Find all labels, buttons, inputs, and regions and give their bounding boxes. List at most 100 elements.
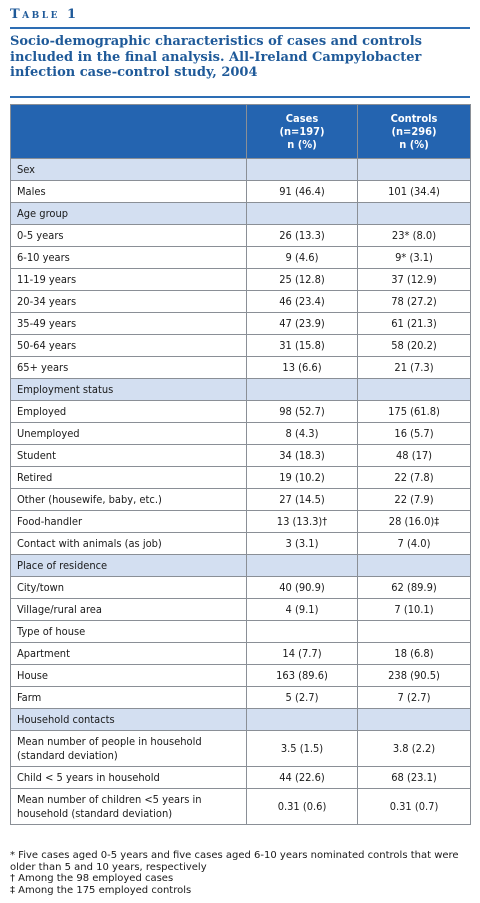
cases-value (246, 708, 358, 731)
table-row: Mean number of people in household (stan… (10, 730, 471, 767)
table-row: Contact with animals (as job) 3 (3.1) 7 (4… (10, 532, 471, 555)
controls-value: 238 (90.5) (357, 664, 471, 687)
cases-value: 13 (13.3)† (246, 510, 358, 533)
controls-value: 9* (3.1) (357, 246, 471, 269)
controls-value: 3.8 (2.2) (357, 730, 471, 767)
table-row: Other (housewife, baby, etc.) 27 (14.5) 22… (10, 488, 471, 511)
controls-value: 48 (17) (357, 444, 471, 467)
cases-value: 31 (15.8) (246, 334, 358, 357)
cases-value: 26 (13.3) (246, 224, 358, 247)
table-caption: Socio-demographic characteristics of cas… (10, 34, 422, 80)
row-label: 20-34 years (10, 290, 247, 313)
cases-value: 8 (4.3) (246, 422, 358, 445)
controls-value: 22 (7.9) (357, 488, 471, 511)
row-label: Household contacts (10, 708, 247, 731)
cases-value: 27 (14.5) (246, 488, 358, 511)
table-row: Unemployed 8 (4.3) 16 (5.7) (10, 422, 471, 445)
header-blank (10, 104, 247, 159)
table-row: House 163 (89.6) 238 (90.5) (10, 664, 471, 687)
cases-value: 98 (52.7) (246, 400, 358, 423)
controls-value: 21 (7.3) (357, 356, 471, 379)
row-label: Child < 5 years in household (10, 766, 247, 789)
table-label: Table 1 (10, 7, 79, 22)
cases-value: 3 (3.1) (246, 532, 358, 555)
cases-value (246, 202, 358, 225)
controls-value: 175 (61.8) (357, 400, 471, 423)
cases-value: 34 (18.3) (246, 444, 358, 467)
controls-value (357, 158, 471, 181)
row-label: Apartment (10, 642, 247, 665)
table-row: 11-19 years 25 (12.8) 37 (12.9) (10, 268, 471, 291)
row-label: Mean number of people in household (stan… (10, 730, 247, 767)
controls-value: 23* (8.0) (357, 224, 471, 247)
top-rule (10, 27, 470, 29)
controls-value: 78 (27.2) (357, 290, 471, 313)
controls-value: 0.31 (0.7) (357, 788, 471, 825)
controls-value: 58 (20.2) (357, 334, 471, 357)
row-label: Sex (10, 158, 247, 181)
header-cases: Cases (n=197) n (%) (246, 104, 358, 159)
footnote-asterisk: * Five cases aged 0-5 years and five cas… (10, 850, 459, 873)
table-row: Student 34 (18.3) 48 (17) (10, 444, 471, 467)
controls-value: 7 (10.1) (357, 598, 471, 621)
cases-value: 0.31 (0.6) (246, 788, 358, 825)
row-label: 6-10 years (10, 246, 247, 269)
row-label: Contact with animals (as job) (10, 532, 247, 555)
table-row: Apartment 14 (7.7) 18 (6.8) (10, 642, 471, 665)
table-row: Child < 5 years in household 44 (22.6) 68 … (10, 766, 471, 789)
row-label: Place of residence (10, 554, 247, 577)
data-table: Cases (n=197) n (%) Controls (n=296) n (… (10, 104, 471, 825)
controls-value (357, 378, 471, 401)
row-label: Employed (10, 400, 247, 423)
controls-value: 7 (4.0) (357, 532, 471, 555)
header-cases-label: Cases (285, 112, 319, 125)
row-label: Males (10, 180, 247, 203)
caption-rule (10, 96, 470, 98)
controls-value: 37 (12.9) (357, 268, 471, 291)
cases-value: 13 (6.6) (246, 356, 358, 379)
row-label: 11-19 years (10, 268, 247, 291)
row-label: House (10, 664, 247, 687)
header-cases-n: (n=197) (279, 125, 325, 138)
table-row: 0-5 years 26 (13.3) 23* (8.0) (10, 224, 471, 247)
row-label: Age group (10, 202, 247, 225)
cases-value: 46 (23.4) (246, 290, 358, 313)
controls-value (357, 554, 471, 577)
footnote-double-dagger: ‡ Among the 175 employed controls (10, 884, 192, 896)
cases-value (246, 620, 358, 643)
cases-value: 4 (9.1) (246, 598, 358, 621)
cases-value (246, 378, 358, 401)
table-row: Retired 19 (10.2) 22 (7.8) (10, 466, 471, 489)
table-row: Type of house (10, 620, 471, 643)
cases-value: 44 (22.6) (246, 766, 358, 789)
table-row: 6-10 years 9 (4.6) 9* (3.1) (10, 246, 471, 269)
cases-value: 25 (12.8) (246, 268, 358, 291)
table-row: City/town 40 (90.9) 62 (89.9) (10, 576, 471, 599)
footnote-dagger: † Among the 98 employed cases (10, 873, 174, 884)
controls-value: 16 (5.7) (357, 422, 471, 445)
row-label: 50-64 years (10, 334, 247, 357)
section-row: Household contacts (10, 708, 471, 731)
table-row: 35-49 years 47 (23.9) 61 (21.3) (10, 312, 471, 335)
controls-value (357, 202, 471, 225)
controls-value (357, 620, 471, 643)
row-label: 65+ years (10, 356, 247, 379)
controls-value: 62 (89.9) (357, 576, 471, 599)
cases-value: 91 (46.4) (246, 180, 358, 203)
table-body: Sex Males 91 (46.4) 101 (34.4) Age group 0-5 … (10, 158, 471, 825)
cases-value: 47 (23.9) (246, 312, 358, 335)
header-controls-n: (n=296) (391, 125, 437, 138)
controls-value: 61 (21.3) (357, 312, 471, 335)
cases-value: 3.5 (1.5) (246, 730, 358, 767)
header-controls-unit: n (%) (399, 138, 429, 151)
cases-value: 9 (4.6) (246, 246, 358, 269)
cases-value (246, 158, 358, 181)
row-label: Mean number of children <5 years in hous… (10, 788, 247, 825)
row-label: Other (housewife, baby, etc.) (10, 488, 247, 511)
section-row: Employment status (10, 378, 471, 401)
row-label: Retired (10, 466, 247, 489)
controls-value: 18 (6.8) (357, 642, 471, 665)
table-row: Village/rural area 4 (9.1) 7 (10.1) (10, 598, 471, 621)
controls-value: 7 (2.7) (357, 686, 471, 709)
